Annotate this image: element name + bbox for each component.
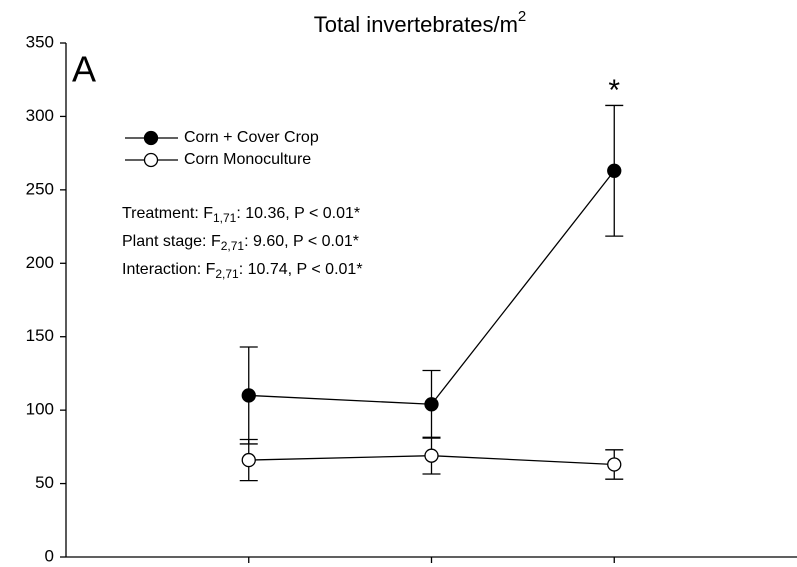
legend-marker [143,130,159,146]
title-text: Total invertebrates/m [314,12,518,37]
chart-title: Total invertebrates/m2 [314,8,527,37]
marker [607,457,622,472]
significance-label: * [608,74,620,107]
marker [424,397,439,412]
statistics-main: Plant stage: F [122,233,221,250]
legend-label: Corn + Cover Crop [184,129,319,146]
statistics-rest: : 10.36, P < 0.01* [236,205,360,222]
marker [424,448,439,463]
legend-marker [143,152,159,168]
statistics-subscript: 2,71 [215,267,239,281]
y-tick-label: 200 [26,253,54,272]
legend-label: Corn Monoculture [184,151,311,168]
y-tick-label: 0 [45,546,54,565]
panel-label: A [72,49,96,90]
statistics-subscript: 1,71 [213,211,237,225]
marker [241,452,256,468]
y-tick-label: 100 [26,400,54,419]
statistics-text: Treatment: F1,71: 10.36, P < 0.01* [122,205,360,225]
statistics-subscript: 2,71 [221,239,245,253]
title-superscript: 2 [518,8,526,25]
statistics-main: Treatment: F [122,205,213,222]
y-tick-label: 50 [35,473,54,492]
statistics-rest: : 10.74, P < 0.01* [239,261,363,278]
statistics-text: Interaction: F2,71: 10.74, P < 0.01* [122,261,363,281]
marker [607,163,622,178]
statistics-rest: : 9.60, P < 0.01* [244,233,359,250]
y-tick-label: 250 [26,179,54,198]
y-tick-label: 300 [26,106,54,125]
statistics-text: Plant stage: F2,71: 9.60, P < 0.01* [122,233,359,253]
y-tick-label: 150 [26,326,54,345]
statistics-main: Interaction: F [122,261,216,278]
y-tick-label: 350 [26,32,54,51]
marker [241,388,256,403]
